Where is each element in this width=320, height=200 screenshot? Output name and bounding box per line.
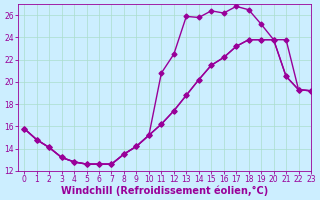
X-axis label: Windchill (Refroidissement éolien,°C): Windchill (Refroidissement éolien,°C) <box>61 185 268 196</box>
